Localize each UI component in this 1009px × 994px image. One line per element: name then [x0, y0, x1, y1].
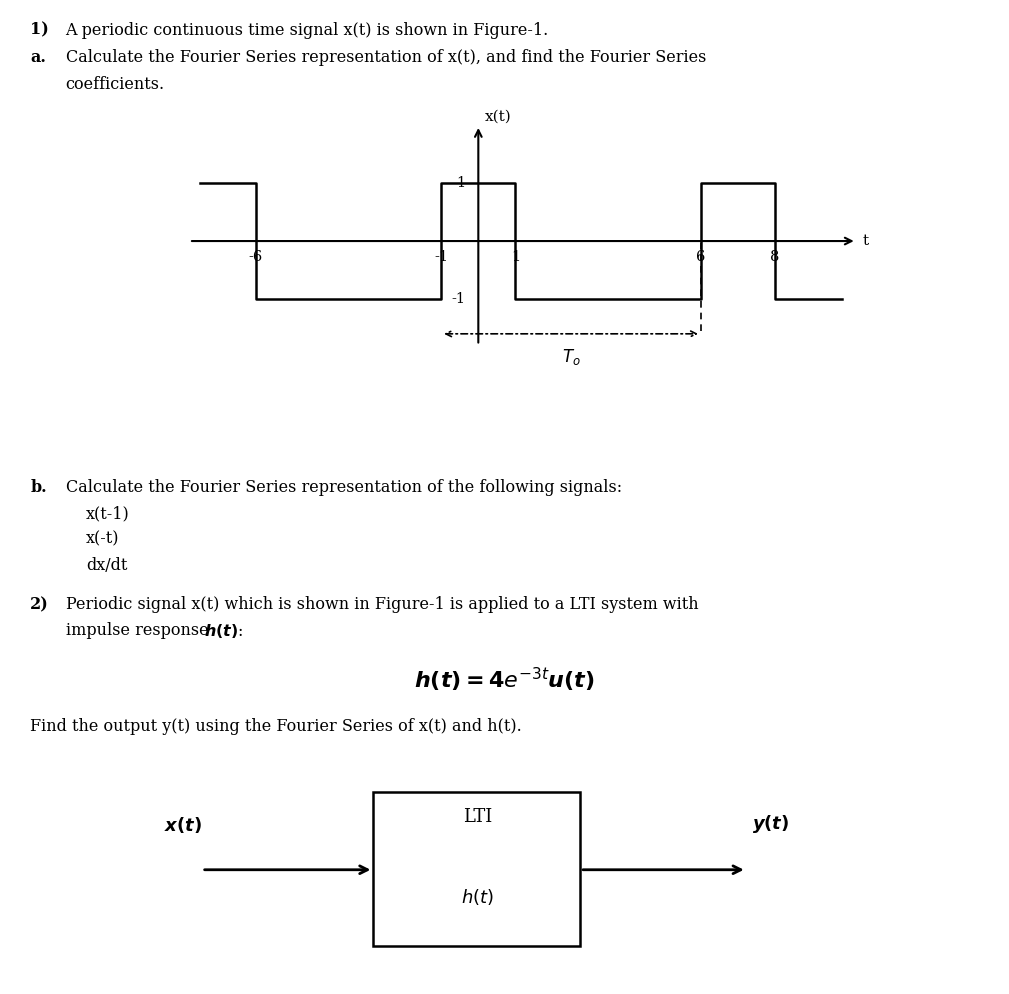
Text: t: t — [862, 234, 869, 248]
Text: $\boldsymbol{h(t) = 4e^{-3t}u(t)}$: $\boldsymbol{h(t) = 4e^{-3t}u(t)}$ — [414, 666, 595, 694]
Text: 1: 1 — [456, 176, 465, 190]
Text: $\boldsymbol{h(t)}$:: $\boldsymbol{h(t)}$: — [204, 622, 243, 640]
Text: x(-t): x(-t) — [86, 531, 119, 548]
Text: dx/dt: dx/dt — [86, 557, 127, 574]
Text: A periodic continuous time signal x(t) is shown in Figure-1.: A periodic continuous time signal x(t) i… — [66, 22, 549, 39]
Text: $\it{h(t)}$: $\it{h(t)}$ — [461, 887, 493, 907]
Text: 6: 6 — [696, 249, 705, 263]
Text: $\boldsymbol{y(t)}$: $\boldsymbol{y(t)}$ — [752, 813, 789, 835]
Text: Calculate the Fourier Series representation of the following signals:: Calculate the Fourier Series representat… — [66, 479, 622, 496]
Text: -6: -6 — [248, 249, 263, 263]
Text: $T_o$: $T_o$ — [562, 347, 580, 367]
Text: x(t): x(t) — [485, 110, 512, 124]
Text: coefficients.: coefficients. — [66, 76, 164, 92]
Text: a.: a. — [30, 49, 46, 66]
Text: Calculate the Fourier Series representation of x(t), and find the Fourier Series: Calculate the Fourier Series representat… — [66, 49, 706, 66]
Text: LTI: LTI — [463, 808, 491, 826]
Text: Find the output y(t) using the Fourier Series of x(t) and h(t).: Find the output y(t) using the Fourier S… — [30, 718, 522, 735]
Text: 1: 1 — [511, 249, 520, 263]
Text: $\boldsymbol{x(t)}$: $\boldsymbol{x(t)}$ — [163, 815, 202, 835]
Text: b.: b. — [30, 479, 46, 496]
Text: 1): 1) — [30, 22, 49, 39]
Text: Periodic signal x(t) which is shown in Figure-1 is applied to a LTI system with: Periodic signal x(t) which is shown in F… — [66, 596, 698, 613]
Text: 2): 2) — [30, 596, 49, 613]
Text: x(t-1): x(t-1) — [86, 505, 129, 522]
Text: 8: 8 — [770, 249, 780, 263]
Text: -1: -1 — [451, 292, 465, 306]
Text: impulse response: impulse response — [66, 622, 213, 639]
Text: -1: -1 — [434, 249, 448, 263]
